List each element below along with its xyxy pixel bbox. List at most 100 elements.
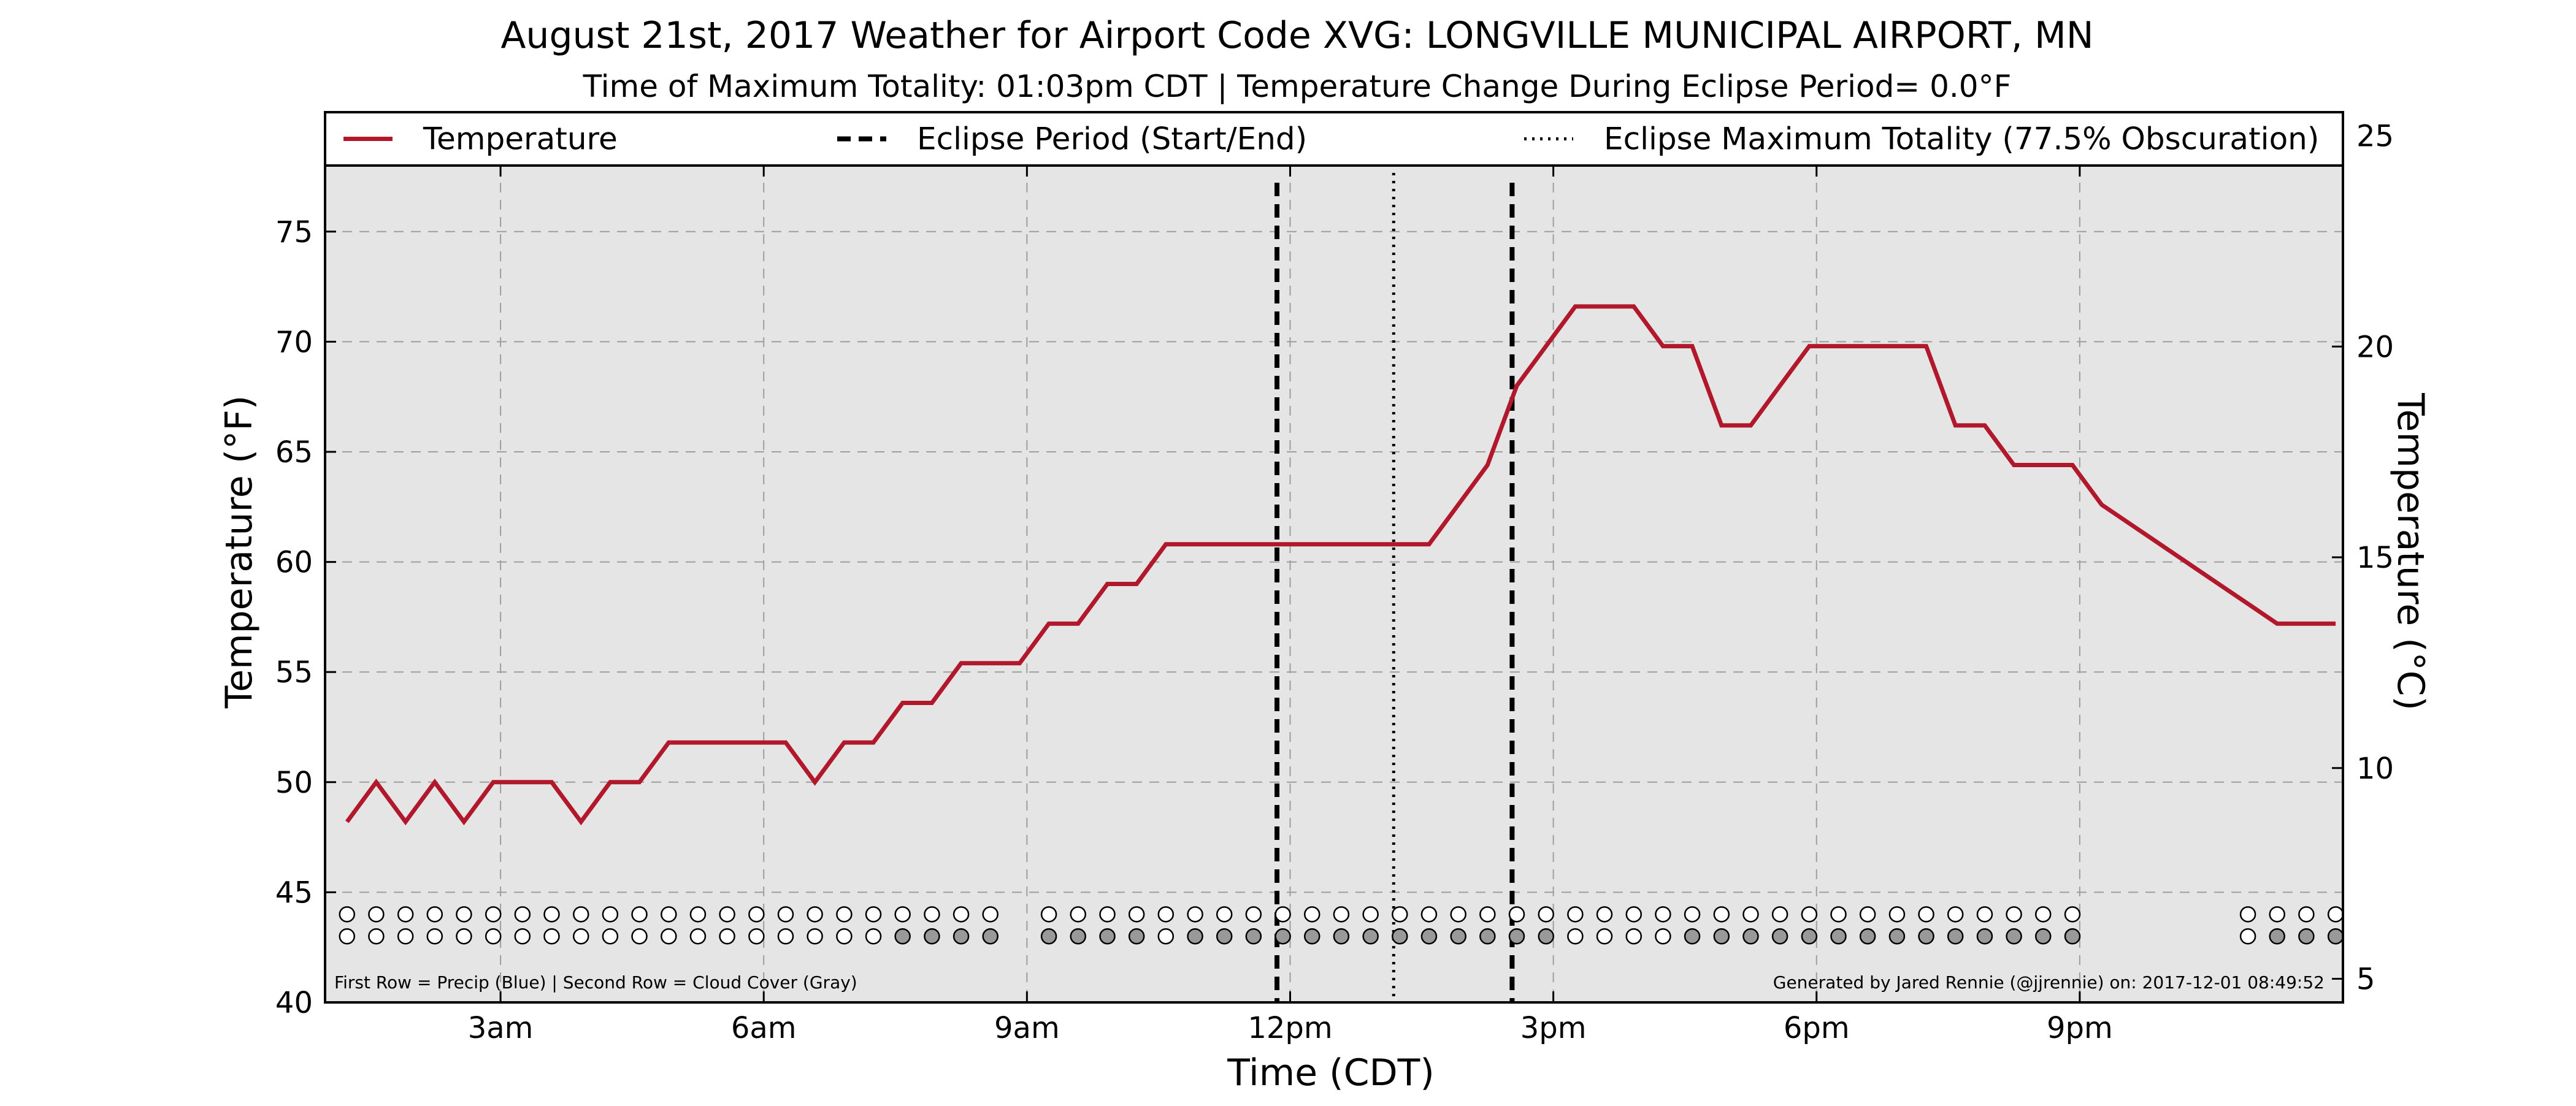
cloud-marker [1508, 928, 1525, 945]
y-right-tick-label: 5 [2356, 963, 2375, 997]
precip-marker [397, 906, 414, 923]
cloud-marker [1771, 928, 1788, 945]
x-tick-label: 3am [468, 1011, 534, 1045]
precip-marker [1567, 906, 1584, 923]
cloud-marker [573, 928, 589, 945]
precip-marker [1070, 906, 1086, 923]
precip-marker [1099, 906, 1116, 923]
precip-marker [1771, 906, 1788, 923]
precip-marker [924, 906, 940, 923]
precip-marker [2327, 906, 2344, 923]
precip-marker [1684, 906, 1701, 923]
y-axis-label-right: Temperature (°C) [2389, 392, 2432, 711]
precip-marker [1275, 906, 1291, 923]
y-tick-label: 70 [275, 325, 313, 359]
cloud-marker [1830, 928, 1847, 945]
precip-marker [1830, 906, 1847, 923]
cloud-marker [748, 928, 765, 945]
cloud-marker [1976, 928, 1993, 945]
cloud-marker [777, 928, 794, 945]
cloud-marker [894, 928, 911, 945]
precip-marker [1216, 906, 1233, 923]
precip-marker [982, 906, 999, 923]
precip-marker [2064, 906, 2081, 923]
precip-marker [1128, 906, 1145, 923]
y-tick-label: 45 [275, 875, 313, 910]
cloud-marker [953, 928, 970, 945]
precip-marker [719, 906, 735, 923]
precip-marker [485, 906, 502, 923]
cloud-marker [2269, 928, 2285, 945]
cloud-marker [1596, 928, 1613, 945]
precip-marker [339, 906, 356, 923]
cloud-marker [1888, 928, 1906, 945]
precip-marker [1742, 906, 1759, 923]
cloud-marker [368, 928, 385, 945]
cloud-marker [807, 928, 823, 945]
precip-marker [1479, 906, 1496, 923]
precip-marker [953, 906, 970, 923]
y-right-tick-label: 10 [2356, 752, 2394, 786]
precip-marker [1976, 906, 1993, 923]
precip-marker [426, 906, 443, 923]
legend-label: Eclipse Maximum Totality (77.5% Obscurat… [1604, 121, 2319, 157]
cloud-marker [1918, 928, 1934, 945]
cloud-marker [661, 928, 677, 945]
cloud-marker [2298, 928, 2315, 945]
precip-marker [602, 906, 619, 923]
precip-marker [1596, 906, 1613, 923]
cloud-marker [1099, 928, 1116, 945]
precip-marker [807, 906, 823, 923]
footer-note-left: First Row = Precip (Blue) | Second Row =… [334, 972, 857, 993]
cloud-marker [1216, 928, 1233, 945]
chart-subtitle: Time of Maximum Totality: 01:03pm CDT | … [583, 69, 2012, 104]
y-tick-label: 60 [275, 546, 313, 580]
x-tick-label: 9am [994, 1011, 1060, 1045]
cloud-marker [1362, 928, 1379, 945]
precip-marker [456, 906, 472, 923]
cloud-marker [426, 928, 443, 945]
cloud-marker [456, 928, 472, 945]
precip-marker [1859, 906, 1876, 923]
x-axis-label: Time (CDT) [1227, 1051, 1434, 1094]
precip-marker [777, 906, 794, 923]
cloud-marker [1187, 928, 1203, 945]
footer-note-right: Generated by Jared Rennie (@jjrennie) on… [1773, 972, 2325, 993]
precip-marker [2269, 906, 2285, 923]
precip-marker [1245, 906, 1262, 923]
precip-marker [1888, 906, 1906, 923]
cloud-marker [1040, 928, 1057, 945]
y-tick-label: 65 [275, 435, 313, 470]
cloud-marker [1070, 928, 1086, 945]
cloud-marker [689, 928, 707, 945]
cloud-marker [1479, 928, 1496, 945]
cloud-marker [2006, 928, 2022, 945]
precip-marker [1947, 906, 1964, 923]
cloud-marker [2034, 928, 2052, 945]
precip-marker [1303, 906, 1321, 923]
y-tick-label: 50 [275, 766, 313, 800]
cloud-marker [2064, 928, 2081, 945]
cloud-marker [602, 928, 619, 945]
precip-marker [368, 906, 385, 923]
cloud-marker [1684, 928, 1701, 945]
precip-marker [2298, 906, 2315, 923]
precip-marker [1333, 906, 1350, 923]
x-tick-label: 6pm [1784, 1011, 1850, 1045]
cloud-marker [836, 928, 853, 945]
cloud-marker [485, 928, 502, 945]
precip-marker [1157, 906, 1175, 923]
precip-marker [2239, 906, 2256, 923]
cloud-marker [1275, 928, 1291, 945]
cloud-marker [865, 928, 882, 945]
legend-label: Eclipse Period (Start/End) [917, 121, 1307, 157]
cloud-marker [1128, 928, 1145, 945]
cloud-marker [1538, 928, 1554, 945]
y-right-tick-label: 25 [2356, 120, 2394, 154]
precip-marker [1801, 906, 1818, 923]
cloud-marker [1947, 928, 1964, 945]
cloud-marker [1859, 928, 1876, 945]
precip-marker [1420, 906, 1438, 923]
